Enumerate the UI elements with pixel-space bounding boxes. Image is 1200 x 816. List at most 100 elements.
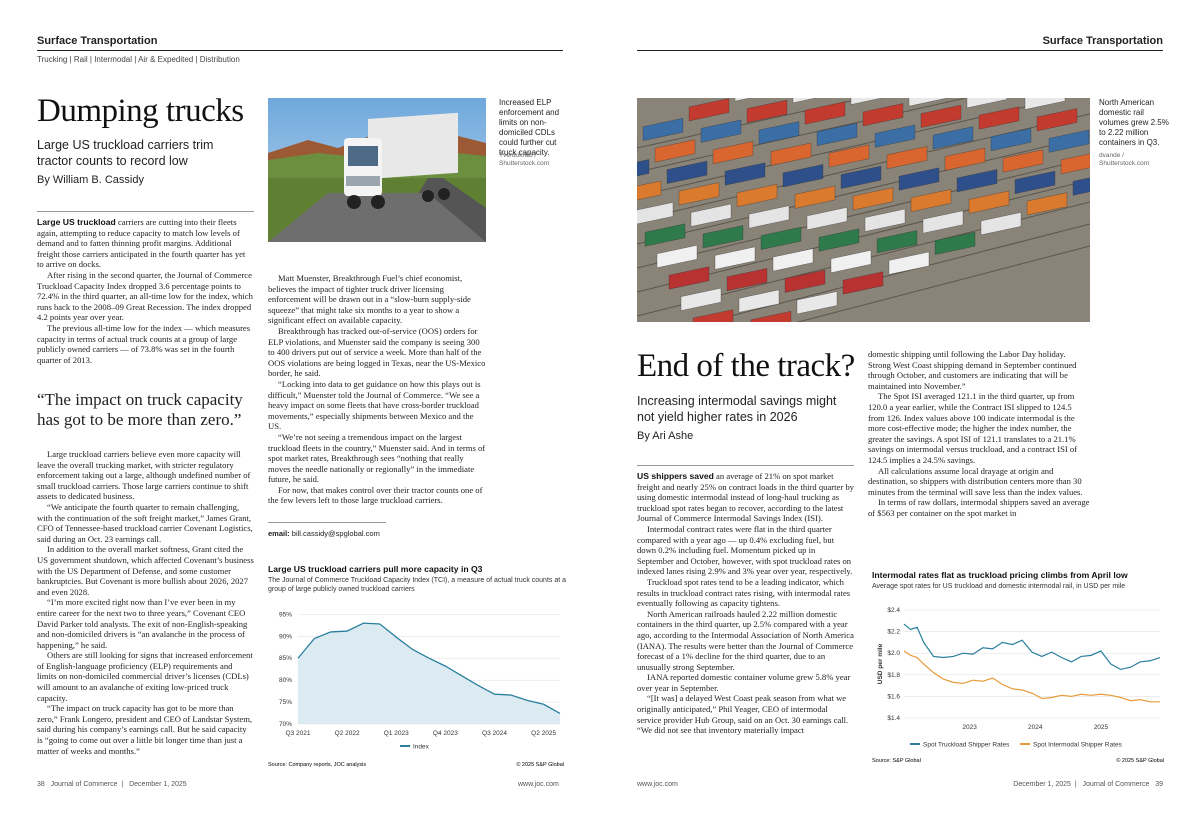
container xyxy=(966,98,1008,109)
article1-column1-top: Large US truckload carriers are cutting … xyxy=(37,217,254,365)
photo-caption-article1: Increased ELP enforcement and limits on … xyxy=(499,98,560,157)
container xyxy=(990,128,1032,151)
container xyxy=(654,139,696,163)
footer-page-number-right: 39 xyxy=(1155,781,1163,788)
container xyxy=(980,212,1022,236)
container xyxy=(828,144,870,168)
container xyxy=(886,146,928,170)
article2-lead-in: US shippers saved xyxy=(637,471,714,481)
truck-photo xyxy=(268,98,486,242)
chart1-y-tick-label: 95% xyxy=(279,611,292,618)
container xyxy=(876,230,918,254)
article1-lead-in: Large US truckload xyxy=(37,217,116,227)
deck-article1: Large US truckload carriers trim tractor… xyxy=(37,138,214,168)
container xyxy=(770,142,812,166)
container xyxy=(830,250,872,273)
chart1-y-tick-label: 75% xyxy=(279,699,292,706)
chart1-y-tick-label: 90% xyxy=(279,633,292,640)
article2-paragraph: Truckload spot rates tend to be a leadin… xyxy=(637,576,851,609)
container xyxy=(748,205,790,229)
container xyxy=(888,251,930,275)
article1-paragraph: Matt Muenster, Breakthrough Fuel’s chief… xyxy=(268,273,471,326)
category-nav[interactable]: Trucking | Rail | Intermodal | Air & Exp… xyxy=(37,55,240,64)
author-email-link[interactable]: bill.cassidy@spglobal.com xyxy=(291,529,380,538)
container xyxy=(794,185,836,209)
article1-paragraph-text: carriers are cutting into their fleets a… xyxy=(37,217,246,270)
chart2-x-tick-label: 2024 xyxy=(1028,724,1043,731)
article2-paragraph: North American railroads hauled 2.22 mil… xyxy=(637,608,854,672)
chart2-intermodal-vs-truckload-rates: $1.4 $1.6 $1.8 $2.0 $2.2 $2.4 USD per mile 2023… xyxy=(872,607,1164,764)
chart2-title: Intermodal rates flat as truckload prici… xyxy=(872,570,1128,580)
section-title-right: Surface Transportation xyxy=(1042,35,1163,47)
container xyxy=(1036,108,1078,132)
footer-date-right: December 1, 2025 xyxy=(1013,781,1071,788)
byline-article1: By William B. Cassidy xyxy=(37,174,144,186)
article2-paragraph: All calculations assume local drayage at… xyxy=(868,465,1083,497)
article1-column1-bottom: Large truckload carriers believe even mo… xyxy=(37,449,254,756)
article1-paragraph: “We’re not seeing a tremendous impact on… xyxy=(268,431,486,485)
chart2-truckload-line xyxy=(903,623,1161,671)
chart1-area-fill xyxy=(298,623,560,724)
byline-article2: By Ari Ashe xyxy=(637,430,694,442)
article2-column2: domestic shipping until following the La… xyxy=(868,349,1090,519)
chart2-y-tick-label: $2.0 xyxy=(887,650,900,657)
article2-column1: US shippers saved an average of 21% on s… xyxy=(637,471,854,736)
headline-dumping-trucks: Dumping trucks xyxy=(37,93,244,129)
chart2-source: Source: S&P Global xyxy=(872,758,921,764)
container xyxy=(1002,149,1044,173)
chart2-y-tick-label: $1.6 xyxy=(887,693,900,700)
article1-column2: Matt Muenster, Breakthrough Fuel’s chief… xyxy=(268,273,486,506)
container xyxy=(804,101,846,125)
container xyxy=(956,169,998,193)
article1-paragraph: “We anticipate the fourth quarter to rem… xyxy=(37,501,253,544)
article2-paragraph: In terms of raw dollars, intermodal ship… xyxy=(868,497,1090,518)
chart1-copyright: © 2025 S&P Global xyxy=(516,761,564,768)
chart1-legend-label: Index xyxy=(413,744,430,751)
container xyxy=(796,291,838,315)
footer-url-right[interactable]: www.joc.com xyxy=(637,781,678,788)
container xyxy=(1060,151,1090,175)
container xyxy=(668,266,710,290)
container xyxy=(666,160,708,184)
chart1-x-tick-label: Q2 2022 xyxy=(335,730,360,737)
container xyxy=(712,141,754,165)
container xyxy=(642,118,684,141)
author-email-line: email: bill.cassidy@spglobal.com xyxy=(268,529,380,538)
container xyxy=(1024,98,1066,110)
article1-paragraph: In addition to the overall market softne… xyxy=(37,544,254,597)
container xyxy=(922,210,964,234)
container xyxy=(702,225,744,249)
chart2-legend-label: Spot Truckload Shipper Rates xyxy=(923,742,1010,749)
chart2-y-tick-label: $2.2 xyxy=(887,629,900,636)
chart1-title: Large US truckload carriers pull more ca… xyxy=(268,564,483,574)
container xyxy=(746,99,788,123)
container xyxy=(840,165,882,189)
footer-url-left[interactable]: www.joc.com xyxy=(518,781,559,788)
container xyxy=(874,124,916,148)
chart1-x-tick-label: Q3 2024 xyxy=(482,730,507,737)
chart2-x-tick-label: 2025 xyxy=(1094,724,1109,731)
rail-track xyxy=(637,135,1090,245)
container xyxy=(1026,192,1068,216)
container xyxy=(898,167,940,191)
container xyxy=(772,248,814,272)
chart1-x-tick-label: Q3 2021 xyxy=(286,730,311,737)
article1-paragraph: Large US truckload carriers are cutting … xyxy=(37,217,254,270)
container xyxy=(784,269,826,293)
rail-track xyxy=(637,157,1090,269)
article1-paragraph: “I’m more excited right now than I’ve ev… xyxy=(37,597,248,650)
article1-paragraph: Others are still looking for signs that … xyxy=(37,650,253,703)
container xyxy=(724,162,766,186)
container xyxy=(714,246,756,270)
chart2-subtitle: Average spot rates for US truckload and … xyxy=(872,583,1126,590)
container xyxy=(738,289,780,313)
chart2-y-tick-label: $1.8 xyxy=(887,672,900,679)
chart1-source: Source: Company reports, JOC analysis xyxy=(268,762,366,768)
section-title-left: Surface Transportation xyxy=(37,35,158,47)
container xyxy=(760,226,802,250)
chart2-legend-label: Spot Intermodal Shipper Rates xyxy=(1033,742,1123,749)
container xyxy=(910,189,952,212)
chart1-x-tick-label: Q2 2025 xyxy=(531,730,556,737)
container xyxy=(806,207,848,231)
photo-credit-article2: dvande / Shutterstock.com xyxy=(1099,152,1150,167)
